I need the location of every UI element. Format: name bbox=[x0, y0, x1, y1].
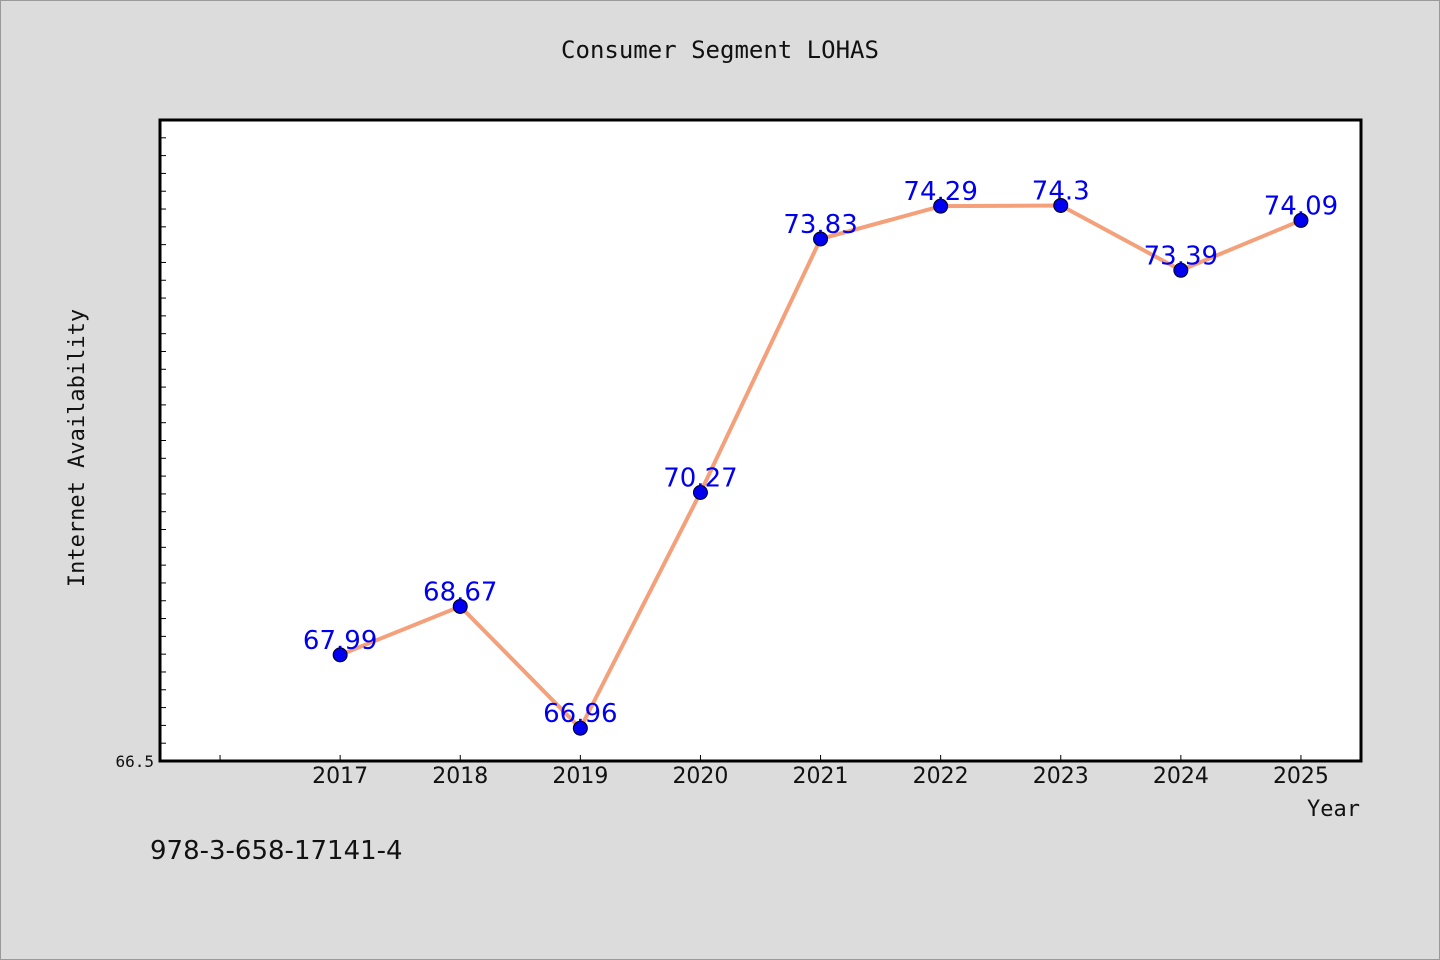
chart-title: Consumer Segment LOHAS bbox=[561, 36, 879, 64]
data-point bbox=[1053, 197, 1069, 213]
data-point bbox=[1293, 212, 1309, 228]
footer-code: 978-3-658-17141-4 bbox=[150, 836, 403, 866]
x-tick-label: 2024 bbox=[1153, 764, 1209, 789]
x-tick-label: 2022 bbox=[913, 764, 969, 789]
x-tick-label: 2020 bbox=[672, 764, 728, 789]
x-axis-label: Year bbox=[1307, 797, 1360, 822]
data-point bbox=[572, 720, 588, 736]
x-tick-label: 2017 bbox=[312, 764, 368, 789]
y-tick-label: 66.5 bbox=[115, 752, 154, 771]
x-tick-label: 2021 bbox=[793, 764, 849, 789]
data-point bbox=[813, 231, 829, 247]
data-point bbox=[933, 198, 949, 214]
x-axis-ticks: 2017 2018 2019 2020 2021 2022 2023 2024 2025 bbox=[219, 755, 1329, 789]
y-axis-ticks: 66.5 bbox=[115, 137, 166, 771]
plot-area bbox=[158, 118, 1363, 763]
data-point bbox=[332, 647, 348, 663]
x-tick-label: 2019 bbox=[552, 764, 608, 789]
data-point bbox=[692, 484, 708, 500]
data-point bbox=[452, 598, 468, 614]
x-tick-label: 2018 bbox=[432, 764, 488, 789]
x-tick-label: 2023 bbox=[1033, 764, 1089, 789]
x-tick-label: 2025 bbox=[1273, 764, 1329, 789]
data-point bbox=[1173, 262, 1189, 278]
y-axis-label: Internet Availability bbox=[65, 309, 90, 587]
